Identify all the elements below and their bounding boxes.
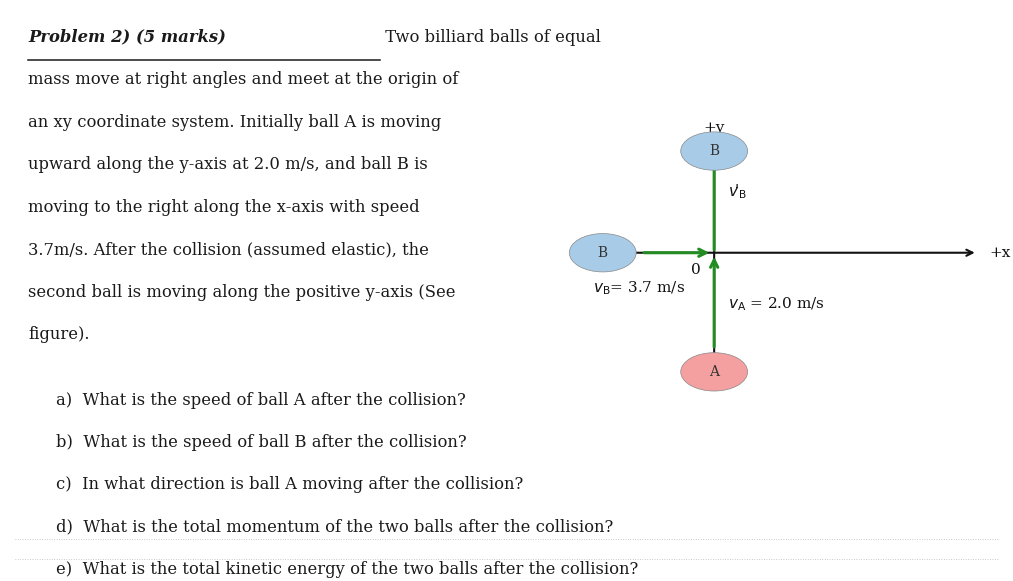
Text: Two billiard balls of equal: Two billiard balls of equal [380,29,601,46]
Text: second ball is moving along the positive y-axis (See: second ball is moving along the positive… [28,284,456,300]
Text: mass move at right angles and meet at the origin of: mass move at right angles and meet at th… [28,71,459,88]
Text: +y: +y [703,121,725,135]
Text: B: B [709,144,719,158]
Text: a)  What is the speed of ball A after the collision?: a) What is the speed of ball A after the… [56,392,465,408]
Text: $v_{\mathrm{B}}$= 3.7 m/s: $v_{\mathrm{B}}$= 3.7 m/s [593,279,685,296]
Text: Problem 2) (5 marks): Problem 2) (5 marks) [28,28,226,45]
Text: an xy coordinate system. Initially ball A is moving: an xy coordinate system. Initially ball … [28,114,442,131]
Text: b)  What is the speed of ball B after the collision?: b) What is the speed of ball B after the… [56,434,466,451]
Text: moving to the right along the x-axis with speed: moving to the right along the x-axis wit… [28,199,420,216]
Circle shape [569,234,636,272]
Text: upward along the y-axis at 2.0 m/s, and ball B is: upward along the y-axis at 2.0 m/s, and … [28,156,428,173]
Text: +x: +x [990,246,1011,260]
Circle shape [681,353,748,391]
Text: c)  In what direction is ball A moving after the collision?: c) In what direction is ball A moving af… [56,476,523,493]
Text: $v\!'_{\mathrm{B}}$: $v\!'_{\mathrm{B}}$ [728,182,748,202]
Text: e)  What is the total kinetic energy of the two balls after the collision?: e) What is the total kinetic energy of t… [56,561,638,578]
Circle shape [681,132,748,170]
Text: B: B [598,246,608,260]
Text: A: A [709,365,719,379]
Text: figure).: figure). [28,326,90,343]
Text: 3.7m/s. After the collision (assumed elastic), the: 3.7m/s. After the collision (assumed ela… [28,241,430,258]
Text: d)  What is the total momentum of the two balls after the collision?: d) What is the total momentum of the two… [56,519,613,536]
Text: 0: 0 [691,263,701,277]
Text: $v_{\mathrm{A}}$ = 2.0 m/s: $v_{\mathrm{A}}$ = 2.0 m/s [728,295,826,313]
